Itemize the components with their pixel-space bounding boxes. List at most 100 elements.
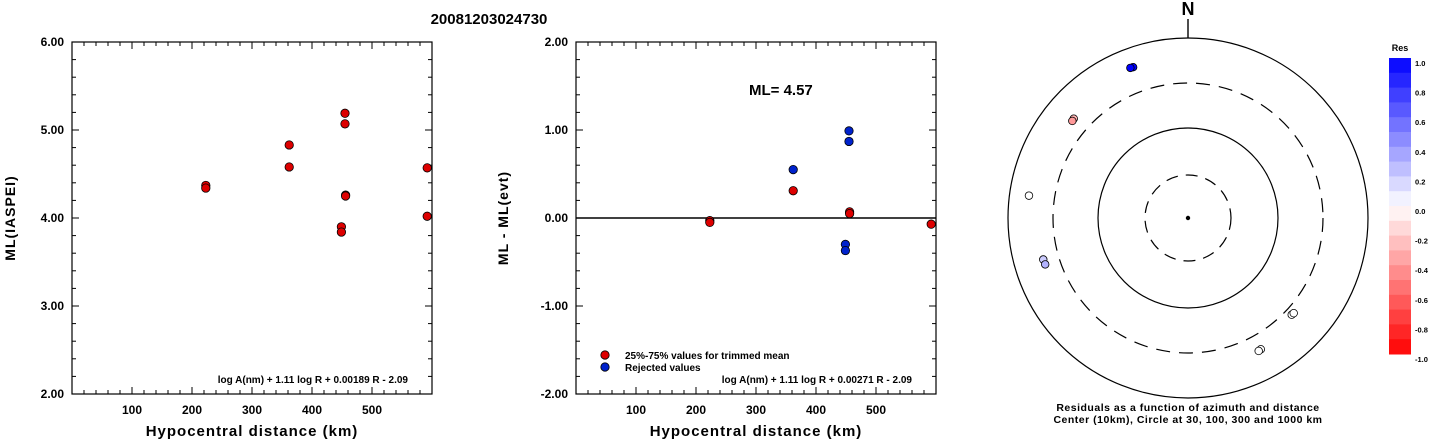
colorbar-cell <box>1389 102 1411 118</box>
data-point <box>926 219 936 229</box>
y-tick-label: -1.00 <box>541 299 569 313</box>
data-point <box>844 126 854 136</box>
y-tick-label: 1.00 <box>545 123 569 137</box>
colorbar-tick-label: 0.4 <box>1415 148 1426 157</box>
ring-1000km <box>1007 37 1369 399</box>
y-tick-label: 2.00 <box>545 35 569 49</box>
y-tick-label: 0.00 <box>545 211 569 225</box>
data-point <box>788 186 798 196</box>
panel-ml: 2.00 3.00 4.00 5.00 6.00 100 200 300 400 500 log… <box>2 35 433 440</box>
formula: log A(nm) + 1.11 log R + 0.00271 R - 2.0… <box>722 375 913 386</box>
colorbar-tick-label: 1.0 <box>1415 59 1425 68</box>
x-tick-label: 500 <box>866 403 886 417</box>
colorbar-tick-label: -0.8 <box>1415 325 1428 334</box>
colorbar-cell <box>1389 132 1411 148</box>
ring-100km <box>1097 127 1279 309</box>
plot-frame <box>71 41 433 395</box>
colorbar-tick-label: 0.0 <box>1415 207 1425 216</box>
figure-title: 20081203024730 <box>431 11 548 28</box>
colorbar-cell <box>1389 324 1411 340</box>
colorbar-tick-label: -0.4 <box>1415 266 1429 275</box>
colorbar-cell <box>1389 265 1411 281</box>
panel-residual: -2.00 -1.00 0.00 1.00 2.00 100 200 300 400 500 M… <box>495 35 937 440</box>
station-points <box>1024 63 1298 356</box>
y-tick-label: 2.00 <box>41 387 65 401</box>
y-tick-labels: 2.00 3.00 4.00 5.00 6.00 <box>41 35 65 401</box>
x-tick-label: 300 <box>746 403 766 417</box>
data-point <box>844 209 855 219</box>
x-tick-labels: 100 200 300 400 500 <box>122 403 382 417</box>
colorbar-cell <box>1389 58 1411 74</box>
data-points <box>201 108 432 237</box>
colorbar-cell <box>1389 146 1411 163</box>
y-tick-labels: -2.00 -1.00 0.00 1.00 2.00 <box>541 35 569 401</box>
station-point <box>1068 116 1077 126</box>
x-tick-label: 200 <box>686 403 706 417</box>
y-tick-label: 3.00 <box>41 299 65 313</box>
colorbar-tick-label: -0.6 <box>1415 296 1428 305</box>
y-tick-label: 4.00 <box>41 211 65 225</box>
north-label: N <box>1182 0 1195 19</box>
map-caption-line2: Center (10km), Circle at 30, 100, 300 an… <box>1053 414 1322 426</box>
y-tick-label: 5.00 <box>41 123 65 137</box>
colorbar-tick-label: -0.2 <box>1415 237 1428 246</box>
colorbar-cell <box>1389 72 1411 89</box>
colorbar-cells <box>1389 58 1411 355</box>
station-point <box>1289 308 1298 318</box>
ml-annotation: ML= 4.57 <box>749 82 813 99</box>
x-tick-label: 100 <box>122 403 142 417</box>
legend-label-trimmed: 25%-75% values for trimmed mean <box>625 351 790 362</box>
tick-marks <box>72 42 432 394</box>
x-tick-label: 300 <box>242 403 262 417</box>
x-tick-label: 400 <box>302 403 322 417</box>
data-point <box>284 162 294 172</box>
data-point <box>284 140 294 150</box>
data-point <box>340 191 351 201</box>
colorbar-cell <box>1389 191 1411 207</box>
x-tick-labels: 100 200 300 400 500 <box>626 403 886 417</box>
y-axis-label: ML(IASPEI) <box>2 175 18 260</box>
legend-marker-trimmed <box>600 350 610 360</box>
colorbar-cell <box>1389 280 1411 296</box>
x-axis-label: Hypocentral distance (km) <box>146 423 359 440</box>
data-points <box>705 126 936 256</box>
legend-label-rejected: Rejected values <box>625 363 701 374</box>
station-point <box>1254 346 1263 356</box>
y-tick-label: -2.00 <box>541 387 569 401</box>
colorbar-cell <box>1389 250 1411 266</box>
data-point <box>844 136 854 147</box>
colorbar-cell <box>1389 235 1411 251</box>
data-point <box>340 119 350 129</box>
y-tick-label: 6.00 <box>41 35 65 49</box>
legend-marker-rejected <box>600 362 610 372</box>
colorbar-cell <box>1389 87 1411 103</box>
data-point <box>840 245 851 256</box>
station-point <box>1024 191 1034 200</box>
data-point <box>201 183 211 193</box>
panel-residual-map: N Residuals as a function of azimuth and… <box>1007 0 1369 426</box>
colorbar-tick-label: 0.8 <box>1415 89 1425 98</box>
colorbar-title: Res <box>1392 43 1409 53</box>
data-point <box>788 165 798 175</box>
station-point <box>1040 260 1050 269</box>
colorbar: Res 1.0 0.8 0.6 0.4 0.2 0.0 -0.2 -0.4 -0.6 -0.8 -1… <box>1389 43 1429 364</box>
x-tick-label: 500 <box>362 403 382 417</box>
map-caption-line1: Residuals as a function of azimuth and d… <box>1056 402 1319 414</box>
colorbar-tick-label: 0.2 <box>1415 177 1425 186</box>
colorbar-tick-label: 0.6 <box>1415 118 1425 127</box>
data-point <box>336 227 346 237</box>
ring-30km <box>1144 174 1232 262</box>
x-axis-label: Hypocentral distance (km) <box>650 423 863 440</box>
legend: 25%-75% values for trimmed mean Rejected… <box>600 350 790 374</box>
colorbar-cell <box>1389 161 1411 177</box>
colorbar-cell <box>1389 339 1411 355</box>
x-tick-label: 100 <box>626 403 646 417</box>
colorbar-cell <box>1389 309 1411 325</box>
ring-300km <box>1052 82 1324 354</box>
station-point <box>1126 63 1135 73</box>
colorbar-cell <box>1389 220 1411 237</box>
formula: log A(nm) + 1.11 log R + 0.00189 R - 2.0… <box>218 375 409 386</box>
epicenter-dot <box>1185 215 1191 221</box>
y-axis-label: ML - ML(evt) <box>495 171 511 265</box>
